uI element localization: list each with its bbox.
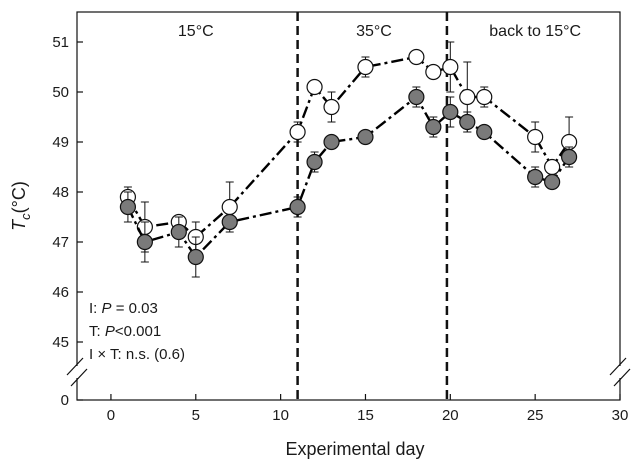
- series-1-point-12: [442, 58, 459, 76]
- y-tick-label-48: 48: [52, 184, 69, 201]
- series-1-point-11: [425, 63, 442, 81]
- y-axis-label: Tc(°C): [9, 181, 33, 231]
- series-2-point-7: [306, 153, 323, 171]
- series-2-point-13: [459, 113, 476, 131]
- series-1: [119, 41, 578, 253]
- axis-break-gap-1: [68, 366, 86, 378]
- series-1-line: [126, 55, 571, 239]
- series-2-point-3: [170, 223, 187, 241]
- axis-break-mark-2b: [613, 368, 631, 387]
- series-2-point-5: [221, 213, 238, 231]
- series-2-point-16: [544, 173, 561, 191]
- y-tick-label-45: 45: [52, 334, 69, 351]
- series-1-point-8: [323, 98, 340, 116]
- axis-break-mark-2a: [609, 357, 627, 376]
- y-tick-label-49: 49: [52, 134, 69, 151]
- x-tick-label-20: 20: [442, 407, 459, 424]
- x-tick-label-30: 30: [612, 407, 629, 424]
- axes: 0 5 10 15 20 25 30 0 45 46 47 48 49 50 51: [52, 11, 631, 424]
- series-2-point-9: [357, 128, 374, 146]
- axis-break-mark-1b: [70, 368, 88, 387]
- series-1-point-16: [544, 158, 561, 176]
- series-1-point-7: [306, 78, 323, 96]
- series-2: [119, 86, 578, 278]
- series-2-point-12: [442, 103, 459, 121]
- series-2-point-4: [187, 248, 204, 266]
- series-1-point-9: [357, 58, 374, 76]
- axis-break-gap-2: [611, 366, 629, 378]
- axis-break-mark-1a: [66, 357, 84, 376]
- region-label-3: back to 15°C: [489, 23, 581, 40]
- series-1-point-10: [408, 48, 425, 66]
- region-label-2: 35°C: [356, 23, 392, 40]
- series-1-point-15: [527, 128, 544, 146]
- series-1-point-5: [221, 198, 238, 216]
- series-2-point-15: [527, 168, 544, 186]
- series-2-point-14: [476, 123, 493, 141]
- statistics-annotations: I: P = 0.03 T: P<0.001 I × T: n.s. (0.6): [89, 300, 185, 363]
- series-2-point-10: [408, 88, 425, 106]
- stat-annotation-3: I × T: n.s. (0.6): [89, 346, 185, 363]
- y-axis-unit: (°C): [9, 181, 29, 213]
- plot-frame: [76, 11, 621, 401]
- y-tick-label-0: 0: [61, 392, 69, 409]
- series-2-point-11: [425, 118, 442, 136]
- series-1-point-14: [476, 88, 493, 106]
- series-2-point-6: [289, 198, 306, 216]
- data-series: [119, 41, 578, 278]
- series-2-point-8: [323, 133, 340, 151]
- y-tick-label-50: 50: [52, 84, 69, 101]
- x-tick-label-15: 15: [357, 407, 374, 424]
- y-tick-label-51: 51: [52, 34, 69, 51]
- stat-annotation-1: I: P = 0.03: [89, 300, 158, 317]
- series-1-point-13: [459, 88, 476, 106]
- stat-annotation-2: T: P<0.001: [89, 323, 161, 340]
- x-tick-label-25: 25: [527, 407, 544, 424]
- series-1-point-6: [289, 123, 306, 141]
- y-axis-symbol: T: [9, 218, 29, 231]
- temperature-regions: 15°C 35°C back to 15°C: [178, 12, 581, 400]
- series-2-point-17: [560, 148, 578, 166]
- x-tick-label-5: 5: [192, 407, 200, 424]
- series-2-point-1: [119, 198, 137, 216]
- y-tick-label-47: 47: [52, 234, 69, 251]
- x-tick-label-0: 0: [107, 407, 115, 424]
- x-axis-label: Experimental day: [285, 439, 424, 459]
- y-axis-subscript: c: [18, 213, 33, 220]
- region-label-1: 15°C: [178, 23, 214, 40]
- series-2-point-2: [136, 233, 153, 251]
- x-tick-label-10: 10: [272, 407, 289, 424]
- y-tick-label-46: 46: [52, 284, 69, 301]
